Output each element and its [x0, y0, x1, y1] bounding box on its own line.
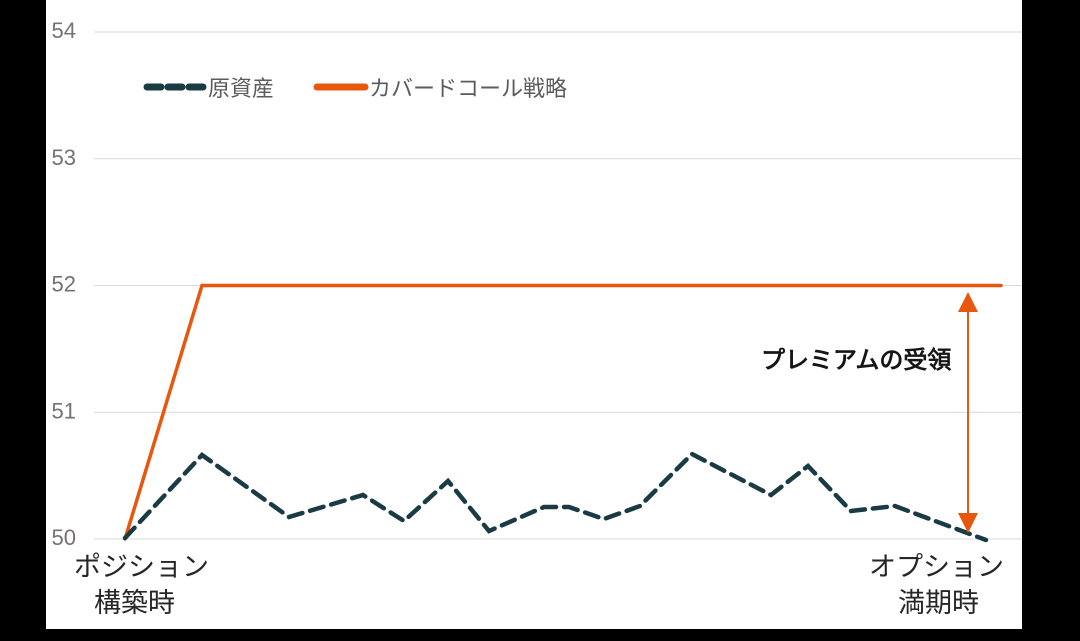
svg-text:満期時: 満期時: [898, 588, 979, 618]
svg-text:53: 53: [52, 145, 76, 170]
svg-text:51: 51: [52, 398, 76, 423]
svg-text:50: 50: [52, 525, 76, 550]
svg-text:オプション: オプション: [869, 552, 1004, 582]
svg-text:カバードコール戦略: カバードコール戦略: [369, 76, 567, 101]
svg-text:構築時: 構築時: [94, 588, 175, 618]
svg-text:プレミアムの受領: プレミアムの受領: [761, 346, 952, 374]
svg-text:52: 52: [52, 272, 76, 297]
svg-text:54: 54: [52, 18, 76, 43]
svg-text:ポジション: ポジション: [74, 552, 209, 582]
svg-text:原資産: 原資産: [208, 76, 274, 101]
